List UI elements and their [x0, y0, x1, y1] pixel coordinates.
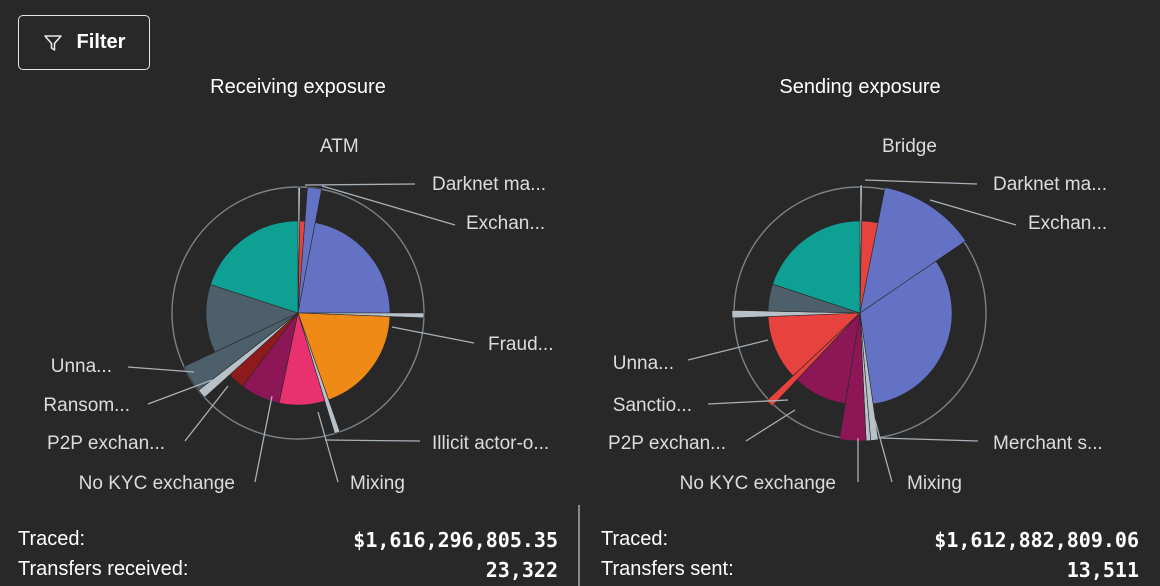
leader-line — [879, 437, 979, 442]
receiving-exposure-panel: Receiving exposure ATM Darknet ma... Excha… — [0, 0, 578, 586]
sending-chart-title: Sending exposure — [779, 76, 941, 98]
slice-label: Exchan... — [466, 213, 545, 234]
receiving-chart-title: Receiving exposure — [210, 76, 386, 98]
pie-slice-4[interactable]: Exchange main — [859, 260, 953, 405]
traced-label: Traced: — [601, 528, 669, 550]
pie-slice-13[interactable]: Other — [772, 220, 861, 314]
leader-line — [127, 366, 195, 373]
pie-slice-14[interactable]: Other — [210, 220, 299, 314]
traced-value: $1,612,882,809.06 — [934, 528, 1139, 552]
sending-exposure-panel: Sending exposure Bridge Darknet ma... Exch… — [580, 0, 1160, 586]
slice-label: Mixing — [907, 473, 962, 494]
traced-row: Traced: $1,612,882,809.06 — [601, 528, 1139, 554]
pie-slice-10[interactable]: Sanctio... — [767, 312, 861, 377]
slice-label: Unna... — [613, 353, 674, 374]
leader-line — [745, 409, 796, 442]
panel-divider — [578, 505, 580, 586]
filter-funnel-icon — [43, 34, 62, 51]
leader-line — [304, 183, 416, 186]
transfers-received-label: Transfers received: — [18, 558, 189, 580]
transfers-sent-value: 13,511 — [1066, 558, 1139, 582]
slice-label: P2P exchan... — [608, 433, 726, 454]
leader-line — [254, 395, 273, 483]
leader-line — [929, 199, 1017, 226]
slice-label: Merchant s... — [993, 433, 1103, 454]
leader-line — [707, 399, 789, 405]
leader-line — [874, 419, 893, 483]
leader-line — [391, 326, 475, 344]
slice-label: Exchan... — [1028, 213, 1107, 234]
transfers-sent-row: Transfers sent: 13,511 — [601, 558, 1139, 584]
transfers-sent-label: Transfers sent: — [601, 558, 734, 580]
traced-label: Traced: — [18, 528, 86, 550]
leader-line — [687, 339, 769, 361]
leader-line — [864, 179, 978, 185]
receiving-exposure-chart: ATM Darknet ma... Exchan... Exchange main Fr… — [43, 136, 553, 494]
slice-label: Fraud... — [488, 334, 553, 355]
slice-label: No KYC exchange — [680, 473, 836, 494]
leader-line — [317, 411, 339, 483]
slice-label: Illicit actor-o... — [432, 433, 549, 454]
leader-line — [184, 385, 229, 442]
leader-line — [324, 439, 421, 442]
slice-label: Sanctio... — [613, 395, 692, 416]
pie-slice-7[interactable]: Illicit actor-o... — [297, 312, 341, 434]
slice-label: No KYC exchange — [79, 473, 235, 494]
pie-slice-11[interactable]: Unna... — [731, 310, 861, 319]
traced-row: Traced: $1,616,296,805.35 — [18, 528, 558, 554]
slice-label: Mixing — [350, 473, 405, 494]
slice-label: Darknet ma... — [993, 174, 1107, 195]
traced-value: $1,616,296,805.35 — [353, 528, 558, 552]
slice-label: Ransom... — [43, 395, 130, 416]
pie-slice-3[interactable]: Exchan... — [859, 187, 967, 314]
transfers-received-value: 23,322 — [485, 558, 558, 582]
filter-button[interactable]: Filter — [18, 15, 150, 70]
leader-line — [147, 379, 213, 405]
slice-label: P2P exchan... — [47, 433, 165, 454]
slice-label: Unna... — [51, 356, 112, 377]
filter-label: Filter — [76, 31, 126, 53]
transfers-received-row: Transfers received: 23,322 — [18, 558, 558, 584]
slice-label: Darknet ma... — [432, 174, 546, 195]
pie-slice-7[interactable]: No KYC exchange — [839, 312, 867, 442]
slice-label: Bridge — [882, 136, 937, 157]
leader-line — [321, 185, 456, 226]
pie-slice-13[interactable]: Unnamed inner — [205, 284, 299, 353]
pie-slice-12[interactable]: Unna... — [183, 312, 299, 391]
pie-slice-4[interactable]: Exchange main — [297, 222, 391, 314]
slice-label: ATM — [320, 136, 359, 157]
